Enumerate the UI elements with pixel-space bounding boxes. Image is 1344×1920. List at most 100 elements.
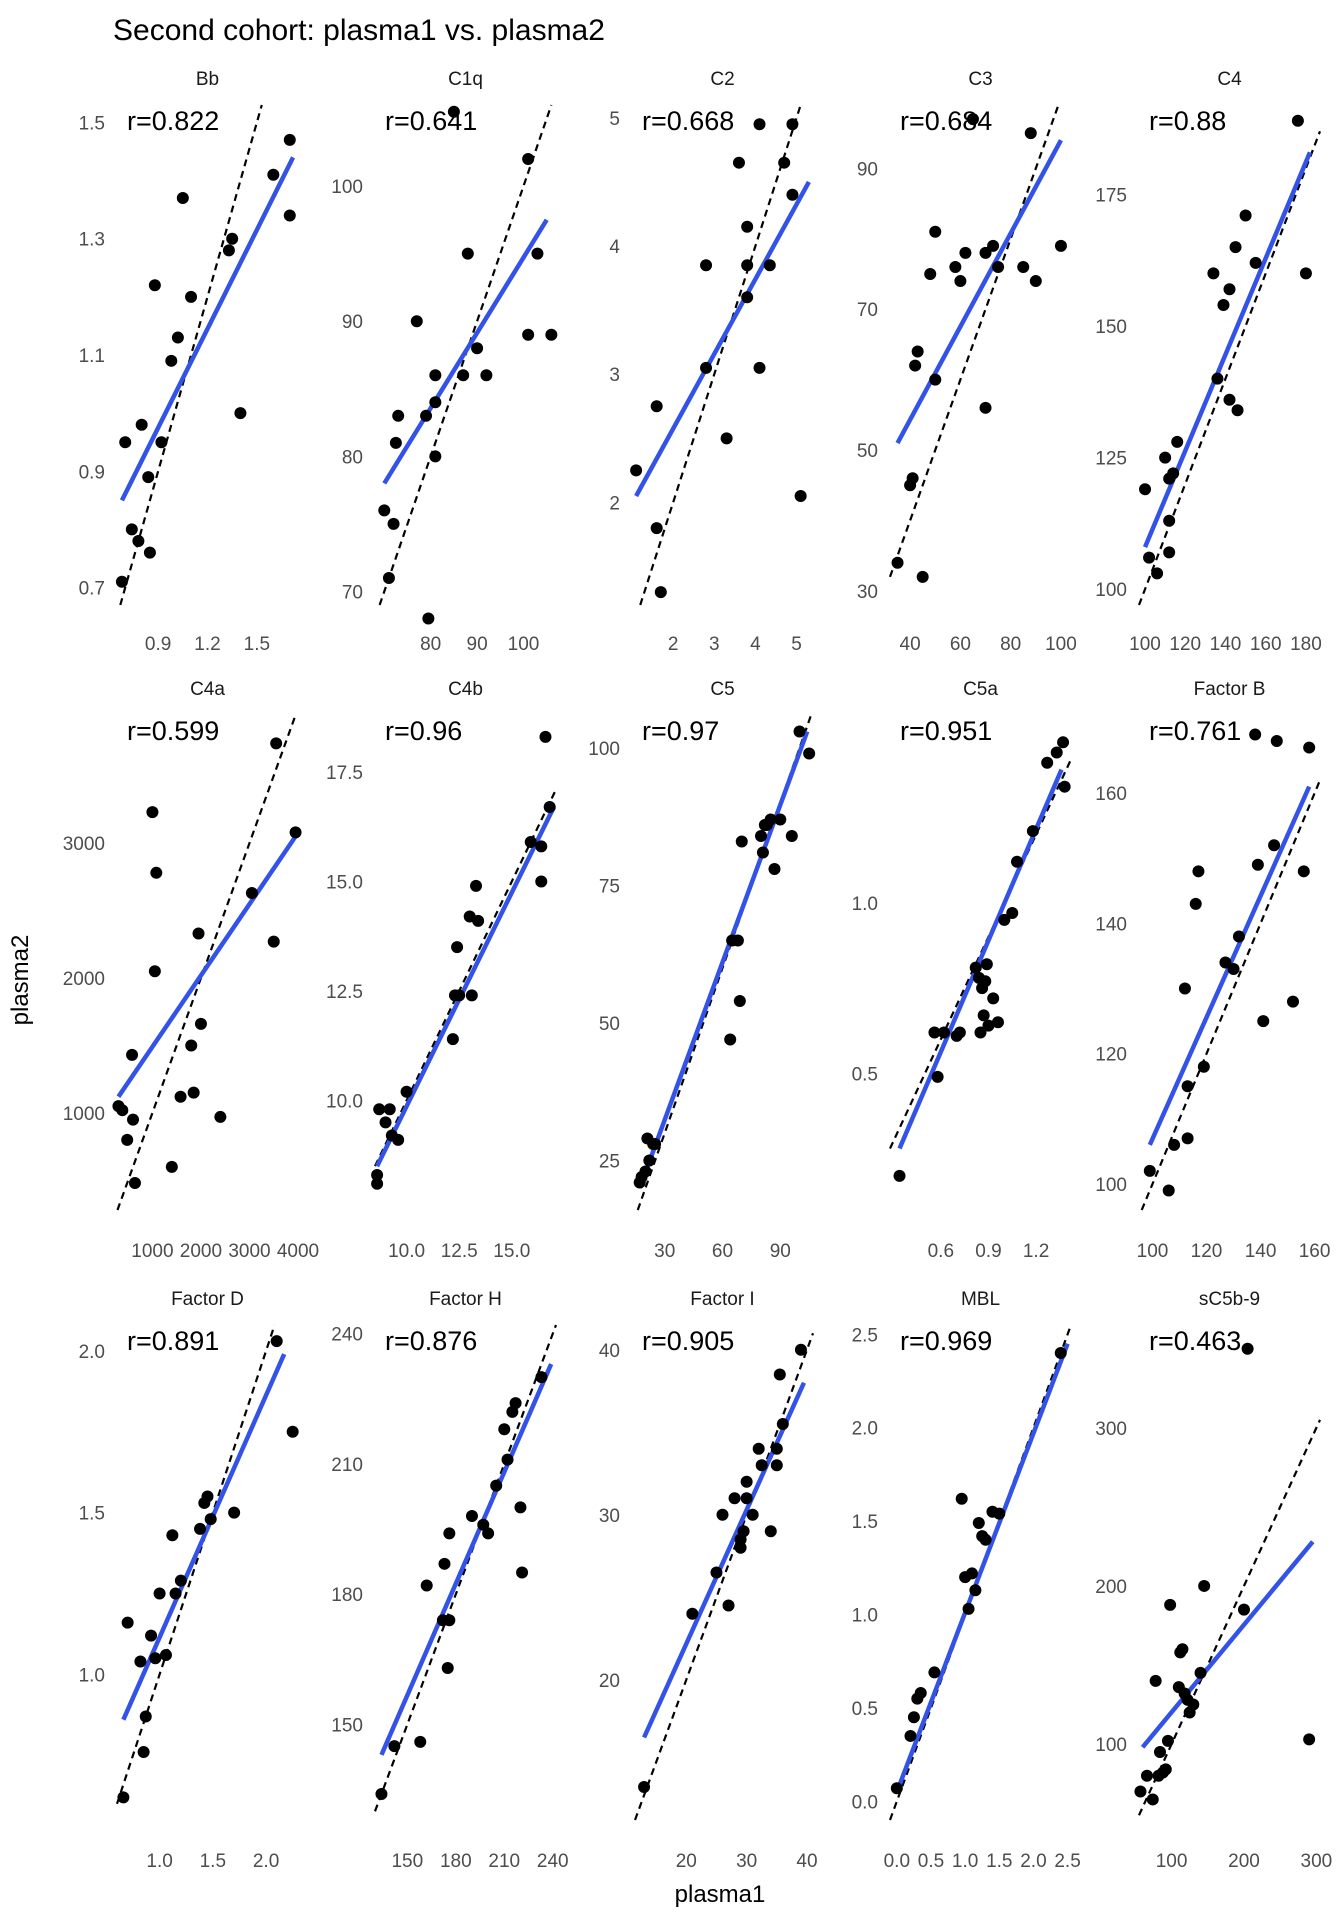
y-tick-label: 240 [331,1325,363,1346]
data-point [155,436,168,449]
data-point [283,133,296,146]
data-point [1167,467,1180,480]
data-point [1181,1080,1194,1093]
data-point [148,279,161,292]
x-tick-label: 60 [712,1241,733,1262]
data-point [1153,1745,1166,1758]
identity-line [633,1332,815,1821]
data-point [414,1735,427,1748]
data-point [471,342,484,355]
data-point [732,156,745,169]
data-point [972,1517,985,1529]
data-point [654,586,667,599]
data-point [1194,1666,1207,1679]
data-point [535,875,548,888]
data-point [443,1614,456,1627]
data-point [194,1522,207,1535]
x-tick-label: 1000 [131,1241,173,1262]
x-tick-label: 40 [900,634,921,655]
correlation-label-c4a: r=0.599 [127,716,219,746]
data-point [429,369,442,382]
panel-title-factor-d: Factor D [171,1289,244,1310]
data-point [1054,239,1067,252]
data-point [1297,865,1310,878]
panel-sc5b-9: sC5b-9 100 200 300 100 200 300 r=0.463 [1095,1289,1332,1872]
y-tick-label: 30 [599,1506,620,1527]
data-point [472,914,485,927]
fit-line [634,180,811,498]
x-tick-label: 240 [537,1851,569,1872]
y-tick-label: 1.0 [852,1606,878,1627]
data-point [914,1686,927,1699]
data-point [135,418,148,431]
data-point [501,1453,514,1466]
data-point [378,504,391,517]
panel-c2: C2 2 3 4 5 2 3 4 5 r=0.668 [609,69,811,655]
data-point [148,965,161,978]
x-tick-label: 180 [1290,634,1322,655]
data-point [959,246,972,259]
data-point [639,1165,652,1178]
data-point [119,436,132,449]
data-point [516,1566,529,1579]
data-point [955,1492,968,1505]
y-tick-label: 25 [599,1152,620,1173]
data-point [731,934,744,947]
data-point [379,1116,392,1129]
identity-line [119,104,263,606]
y-tick-label: 1.3 [79,230,105,251]
identity-line [116,714,297,1211]
data-point [928,1026,941,1039]
data-point [134,1655,147,1668]
x-tick-label: 1.2 [1023,1241,1049,1262]
data-point [192,927,205,940]
fit-line [1140,1540,1315,1749]
data-point [891,556,904,569]
x-tick-label: 1.5 [986,1851,1012,1872]
panel-factor-d: Factor D 1.0 1.5 2.0 1.0 1.5 2.0 r=0.891 [79,1289,299,1872]
panel-title-mbl: MBL [961,1289,1000,1310]
identity-line [639,104,802,606]
data-point [447,105,460,118]
data-point [794,1343,807,1356]
data-point [1006,907,1019,919]
panel-title-c4a: C4a [190,679,225,700]
x-tick-label: 2.0 [1020,1851,1046,1872]
data-point [1251,858,1264,871]
data-point [1011,855,1024,868]
data-point [524,836,537,849]
data-point [1134,1785,1147,1798]
data-point [165,354,178,367]
y-tick-label: 160 [1095,784,1127,805]
identity-line [1137,1419,1322,1816]
data-point [1159,1763,1172,1776]
identity-line [115,1324,276,1805]
y-tick-label: 5 [609,109,620,130]
data-point [371,1168,384,1181]
data-point [422,612,435,625]
x-tick-label: 0.6 [928,1241,954,1262]
data-point [392,409,405,422]
y-tick-label: 120 [1095,1045,1127,1066]
y-tick-label: 0.5 [852,1064,878,1085]
y-tick-label: 1.5 [79,1504,105,1525]
data-point [1026,825,1039,838]
data-point [753,361,766,374]
data-point [169,1587,182,1600]
correlation-label-mbl: r=0.969 [900,1326,992,1356]
correlation-label-factor-i: r=0.905 [642,1326,734,1356]
x-tick-label: 5 [791,634,802,655]
data-point [482,1527,495,1540]
y-tick-label: 2 [609,493,620,514]
panel-title-factor-h: Factor H [429,1289,502,1310]
x-tick-label: 2 [668,634,679,655]
x-tick-label: 1.0 [146,1851,172,1872]
identity-line [888,104,1060,578]
x-tick-label: 100 [1045,634,1077,655]
data-point [375,1787,388,1800]
x-tick-label: 0.9 [975,1241,1001,1262]
data-point [778,156,791,169]
data-point [906,472,919,485]
panel-c4b: C4b 10.0 12.5 15.0 17.5 10.0 12.5 15.0 r=0.96 [326,679,557,1262]
